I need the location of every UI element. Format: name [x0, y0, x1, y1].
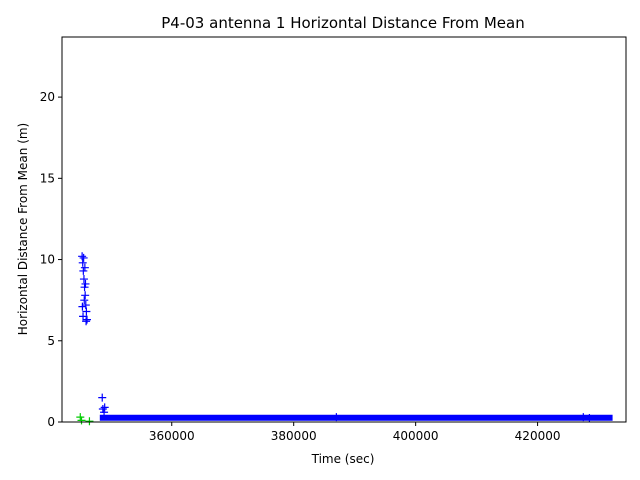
- series-0-point: [579, 413, 588, 422]
- x-axis-label: Time (sec): [311, 452, 375, 466]
- x-axis: 360000 380000 400000 420000: [149, 422, 561, 443]
- series-0-point: [100, 403, 109, 412]
- series-0-cluster-point: [81, 291, 90, 300]
- plot-area: [76, 252, 613, 426]
- x-tick-label: 360000: [149, 429, 195, 443]
- y-tick-label: 0: [47, 415, 55, 429]
- x-tick-label: 400000: [393, 429, 439, 443]
- series-0-cluster-point: [79, 253, 88, 262]
- series-0-cluster-point: [79, 275, 88, 284]
- series-0-cluster-point: [78, 252, 87, 261]
- chart-title: P4-03 antenna 1 Horizontal Distance From…: [161, 14, 524, 32]
- series-0-cluster-point: [78, 302, 87, 311]
- series-1-point: [85, 417, 94, 426]
- series-0-cluster-point: [82, 317, 91, 326]
- series-0-cluster-point: [78, 258, 87, 267]
- y-tick-label: 15: [40, 171, 55, 185]
- series-0-cluster-point: [82, 315, 91, 324]
- plot-frame: [61, 36, 627, 423]
- y-axis-label: Horizontal Distance From Mean (m): [16, 123, 30, 335]
- series-0-cluster-point: [82, 307, 91, 316]
- series-0-point: [585, 413, 594, 422]
- series-0-point: [98, 393, 107, 402]
- series-0-band: [99, 414, 613, 421]
- y-tick-label: 5: [47, 334, 55, 348]
- series-0-point: [100, 408, 109, 417]
- series-1-point: [77, 416, 86, 425]
- x-tick-label: 420000: [515, 429, 561, 443]
- series-0-cluster-point: [81, 279, 90, 288]
- series-0-point: [332, 413, 341, 422]
- y-tick-label: 10: [40, 253, 55, 267]
- x-tick-label: 380000: [271, 429, 317, 443]
- y-tick-label: 20: [40, 90, 55, 104]
- series-0-cluster-point: [80, 296, 89, 305]
- y-axis: 0 5 10 15 20: [40, 90, 62, 429]
- series-0-cluster-point: [80, 263, 89, 272]
- series-0-cluster-point: [81, 301, 90, 310]
